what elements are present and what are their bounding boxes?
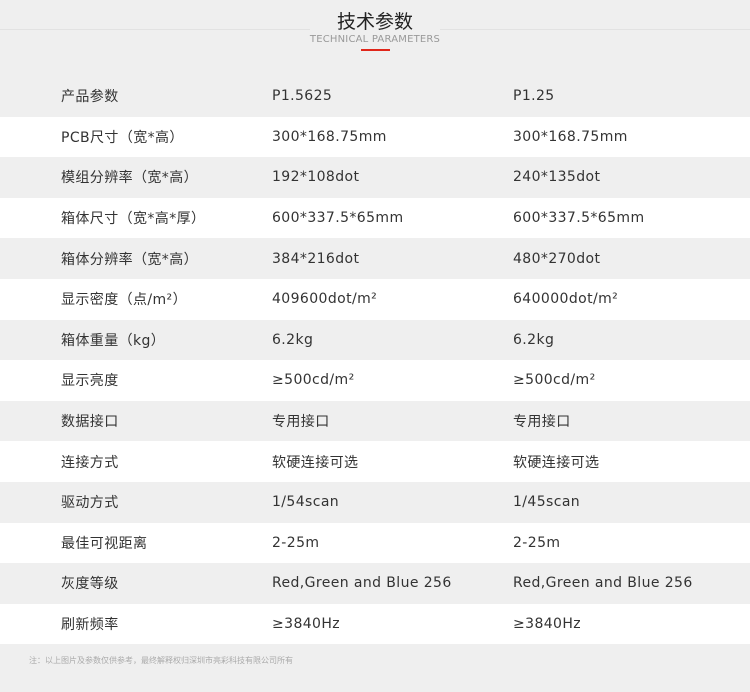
- table-row: 显示密度（点/m²） 409600dot/m² 640000dot/m²: [0, 278, 750, 320]
- divider: [0, 29, 310, 30]
- table-row: 箱体分辨率（宽*高） 384*216dot 480*270dot: [0, 238, 750, 279]
- param-value: ≥500cd/m²: [513, 372, 596, 389]
- param-value: ≥500cd/m²: [272, 372, 355, 389]
- param-value: ≥3840Hz: [272, 616, 341, 633]
- table-row: PCB尺寸（宽*高） 300*168.75mm 300*168.75mm: [0, 116, 750, 158]
- table-row: 驱动方式 1/54scan 1/45scan: [0, 482, 750, 523]
- param-name: 产品参数: [61, 89, 119, 106]
- table-row: 数据接口 专用接口 专用接口: [0, 401, 750, 442]
- param-value: 专用接口: [513, 414, 571, 431]
- table-row: 模组分辨率（宽*高） 192*108dot 240*135dot: [0, 157, 750, 198]
- param-value: P1.5625: [272, 88, 333, 105]
- param-value: 专用接口: [272, 414, 330, 431]
- param-value: P1.25: [513, 88, 555, 105]
- param-value: 6.2kg: [513, 331, 555, 348]
- accent-underline: [361, 49, 390, 51]
- param-name: 连接方式: [61, 454, 119, 471]
- param-name: 最佳可视距离: [61, 535, 148, 552]
- param-value: 300*168.75mm: [513, 128, 628, 145]
- param-name: 灰度等级: [61, 576, 119, 593]
- divider: [440, 29, 750, 30]
- param-name: PCB尺寸（宽*高）: [61, 129, 184, 146]
- param-name: 模组分辨率（宽*高）: [61, 170, 198, 187]
- param-value: 软硬连接可选: [272, 454, 359, 471]
- param-value: 240*135dot: [513, 169, 601, 186]
- table-row: 刷新频率 ≥3840Hz ≥3840Hz: [0, 603, 750, 645]
- page-title: 技术参数: [336, 11, 413, 33]
- page-subtitle: TECHNICAL PARAMETERS: [309, 34, 441, 45]
- param-name: 刷新频率: [61, 617, 119, 634]
- param-value: Red,Green and Blue 256: [513, 575, 693, 592]
- param-value: 384*216dot: [272, 250, 360, 267]
- param-name: 箱体分辨率（宽*高）: [61, 251, 198, 268]
- param-value: Red,Green and Blue 256: [272, 575, 452, 592]
- param-value: 300*168.75mm: [272, 128, 387, 145]
- param-value: 409600dot/m²: [272, 291, 378, 308]
- param-name: 箱体尺寸（宽*高*厚）: [61, 211, 206, 228]
- table-row: 最佳可视距离 2-25m 2-25m: [0, 522, 750, 564]
- param-value: ≥3840Hz: [513, 616, 582, 633]
- param-value: 1/54scan: [272, 494, 340, 511]
- param-value: 600*337.5*65mm: [513, 210, 645, 227]
- param-value: 480*270dot: [513, 250, 601, 267]
- param-name: 驱动方式: [61, 495, 119, 512]
- param-value: 1/45scan: [513, 494, 581, 511]
- param-value: 640000dot/m²: [513, 291, 619, 308]
- param-value: 软硬连接可选: [513, 454, 600, 471]
- table-row: 灰度等级 Red,Green and Blue 256 Red,Green and …: [0, 563, 750, 604]
- section-header: 技术参数 TECHNICAL PARAMETERS: [0, 0, 750, 75]
- footer-note: 注：以上图片及参数仅供参考，最终解释权归深圳市亮彩科技有限公司所有: [29, 656, 293, 665]
- param-value: 2-25m: [272, 534, 320, 551]
- param-name: 显示密度（点/m²）: [61, 292, 187, 309]
- param-name: 显示亮度: [61, 373, 119, 390]
- table-row: 箱体尺寸（宽*高*厚） 600*337.5*65mm 600*337.5*65mm: [0, 197, 750, 239]
- param-value: 192*108dot: [272, 169, 360, 186]
- param-value: 6.2kg: [272, 331, 314, 348]
- param-name: 数据接口: [61, 414, 119, 431]
- param-name: 箱体重量（kg）: [61, 332, 166, 349]
- param-value: 2-25m: [513, 534, 561, 551]
- table-row: 箱体重量（kg） 6.2kg 6.2kg: [0, 320, 750, 361]
- table-row: 显示亮度 ≥500cd/m² ≥500cd/m²: [0, 360, 750, 401]
- spec-table: 产品参数 P1.5625 P1.25 PCB尺寸（宽*高） 300*168.75mm 30…: [0, 76, 750, 645]
- param-value: 600*337.5*65mm: [272, 210, 404, 227]
- table-row: 连接方式 软硬连接可选 软硬连接可选: [0, 441, 750, 482]
- table-header-row: 产品参数 P1.5625 P1.25: [0, 76, 750, 117]
